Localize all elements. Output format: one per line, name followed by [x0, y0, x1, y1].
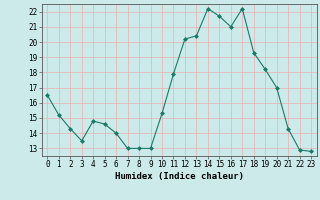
X-axis label: Humidex (Indice chaleur): Humidex (Indice chaleur): [115, 172, 244, 181]
